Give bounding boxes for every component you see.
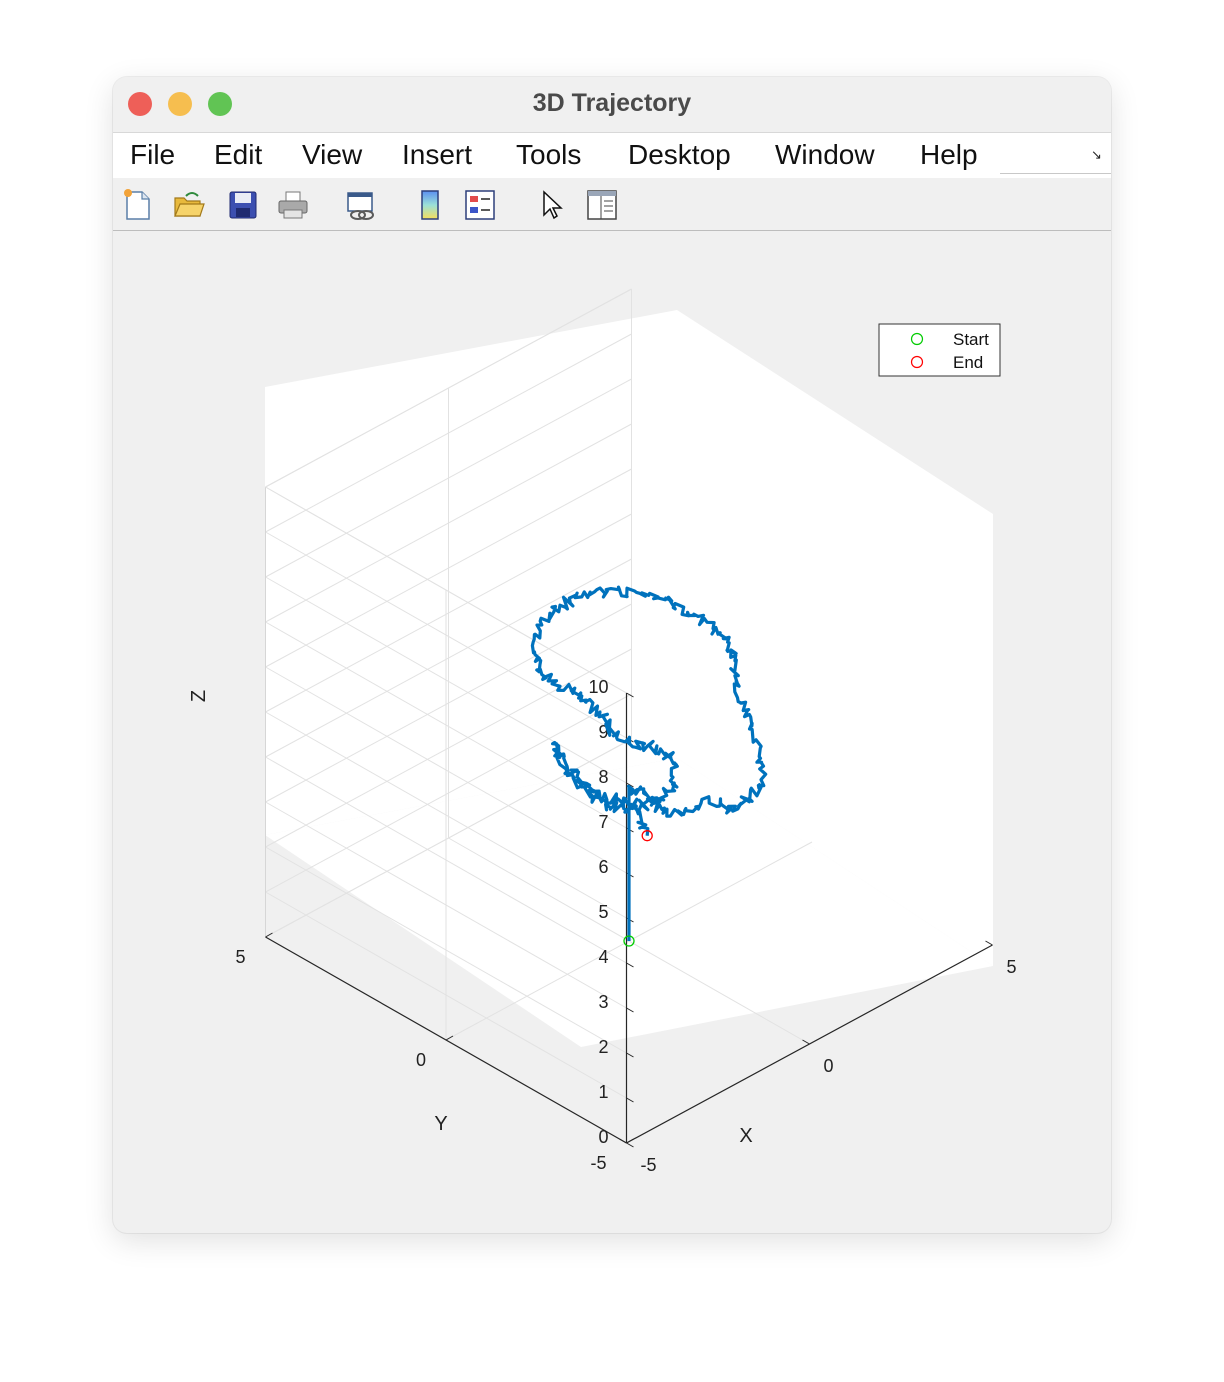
window-title: 3D Trajectory	[532, 89, 692, 117]
y-tick-label: -5	[590, 1153, 606, 1173]
figure-window: 3D Trajectory File Edit View Insert Tool…	[113, 77, 1111, 1233]
z-tick-label: 6	[598, 857, 608, 877]
axes-3d[interactable]: 0 1 2 3 4 5 6 7 8 9 10 -5 0 5 -5 0 5 Z Y X Start End	[113, 231, 1111, 1233]
close-window-button[interactable]	[128, 92, 152, 116]
dock-arrow-icon[interactable]: ↘	[1091, 147, 1102, 162]
link-plot-icon[interactable]	[344, 188, 378, 222]
legend-start-marker	[910, 332, 924, 346]
z-tick-label: 3	[598, 992, 608, 1012]
tick-labels: 0 1 2 3 4 5 6 7 8 9 10 -5 0 5 -5 0 5	[235, 677, 1016, 1175]
z-tick	[626, 692, 634, 698]
menu-tools[interactable]: Tools	[516, 139, 582, 170]
menu-desktop[interactable]: Desktop	[628, 139, 731, 170]
x-axis-label: X	[739, 1125, 752, 1147]
y-tick-label: 0	[416, 1050, 426, 1070]
x-tick-label: 0	[824, 1056, 834, 1076]
legend-end-label: End	[953, 353, 983, 372]
title-bar[interactable]: 3D Trajectory	[113, 77, 1111, 131]
menu-insert[interactable]: Insert	[402, 139, 473, 170]
menu-separator	[1000, 173, 1111, 174]
z-tick	[626, 1052, 634, 1058]
z-tick	[626, 962, 634, 968]
z-tick-label: 9	[598, 722, 608, 742]
z-tick-label: 4	[598, 947, 608, 967]
y-tick	[626, 1138, 634, 1144]
z-tick	[626, 1097, 634, 1103]
y-tick	[265, 932, 273, 938]
save-icon[interactable]	[226, 188, 260, 222]
y-axis-label: Y	[434, 1113, 447, 1135]
y-tick	[445, 1035, 454, 1041]
colorbar-icon[interactable]	[413, 188, 447, 222]
legend[interactable]: Start End	[878, 323, 1001, 377]
z-tick-label: 2	[598, 1037, 608, 1057]
trajectory-line	[530, 585, 768, 941]
x-tick	[619, 1138, 627, 1144]
z-tick-label: 0	[598, 1127, 608, 1147]
zoom-window-button[interactable]	[208, 92, 232, 116]
new-figure-icon[interactable]	[121, 188, 155, 222]
grid-lines	[265, 288, 813, 1144]
x-tick	[802, 1039, 810, 1045]
y-tick-label: 5	[235, 947, 245, 967]
back-right-panel	[677, 310, 993, 966]
figure-toolbar	[113, 178, 1111, 231]
minimize-window-button[interactable]	[168, 92, 192, 116]
figure-canvas[interactable]: 0 1 2 3 4 5 6 7 8 9 10 -5 0 5 -5 0 5 Z Y X Start End	[113, 231, 1111, 1233]
z-tick	[626, 1007, 634, 1013]
z-tick	[626, 782, 634, 788]
back-top-left-edge	[265, 486, 627, 694]
menu-help[interactable]: Help	[920, 139, 978, 170]
start-marker	[623, 935, 635, 947]
z-tick-label: 10	[588, 677, 608, 697]
z-tick-label: 8	[598, 767, 608, 787]
menu-file[interactable]: File	[130, 139, 176, 170]
x-tick	[985, 940, 993, 946]
z-tick-label: 5	[598, 902, 608, 922]
menu-bar: File Edit View Insert Tools Desktop Wind…	[113, 132, 1111, 179]
z-tick-label: 7	[598, 812, 608, 832]
legend-end-marker	[910, 355, 924, 369]
back-left-panel	[265, 310, 677, 835]
trajectory-layer	[530, 585, 768, 947]
z-tick	[626, 1142, 634, 1148]
legend-icon[interactable]	[463, 188, 497, 222]
print-icon[interactable]	[276, 188, 310, 222]
end-marker	[641, 830, 653, 842]
open-file-icon[interactable]	[172, 188, 206, 222]
menu-view[interactable]: View	[302, 139, 363, 170]
menu-window[interactable]: Window	[775, 139, 875, 170]
property-inspector-icon[interactable]	[585, 188, 619, 222]
z-axis-label: Z	[188, 690, 210, 702]
x-tick-label: 5	[1007, 957, 1017, 977]
legend-start-label: Start	[953, 330, 989, 349]
menu-edit[interactable]: Edit	[214, 139, 263, 170]
z-tick-label: 1	[598, 1082, 608, 1102]
edit-plot-pointer-icon[interactable]	[535, 188, 569, 222]
back-top-right-edge	[265, 288, 632, 488]
x-tick-label: -5	[641, 1155, 657, 1175]
